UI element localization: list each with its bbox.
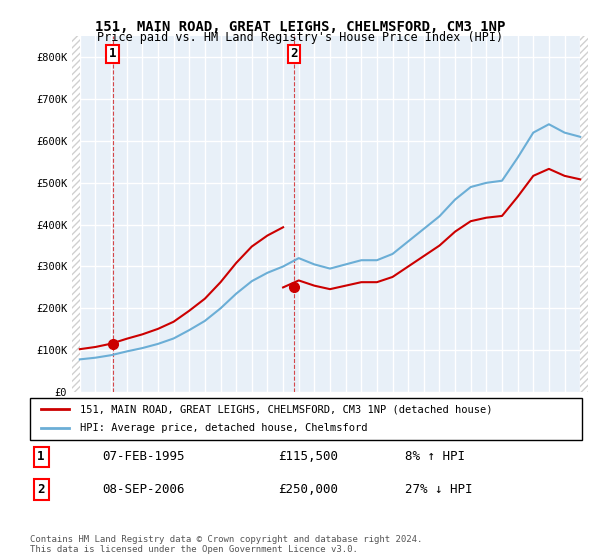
Text: 151, MAIN ROAD, GREAT LEIGHS, CHELMSFORD, CM3 1NP: 151, MAIN ROAD, GREAT LEIGHS, CHELMSFORD… xyxy=(95,20,505,34)
Text: Price paid vs. HM Land Registry's House Price Index (HPI): Price paid vs. HM Land Registry's House … xyxy=(97,31,503,44)
Text: Contains HM Land Registry data © Crown copyright and database right 2024.
This d: Contains HM Land Registry data © Crown c… xyxy=(30,535,422,554)
Text: HPI: Average price, detached house, Chelmsford: HPI: Average price, detached house, Chel… xyxy=(80,423,367,433)
Text: 1: 1 xyxy=(109,47,116,60)
Text: 2: 2 xyxy=(37,483,45,496)
Text: £115,500: £115,500 xyxy=(278,450,338,464)
Text: 07-FEB-1995: 07-FEB-1995 xyxy=(102,450,184,464)
Text: 27% ↓ HPI: 27% ↓ HPI xyxy=(406,483,473,496)
Text: £250,000: £250,000 xyxy=(278,483,338,496)
Text: 2: 2 xyxy=(290,47,298,60)
Text: 8% ↑ HPI: 8% ↑ HPI xyxy=(406,450,466,464)
Text: 151, MAIN ROAD, GREAT LEIGHS, CHELMSFORD, CM3 1NP (detached house): 151, MAIN ROAD, GREAT LEIGHS, CHELMSFORD… xyxy=(80,404,492,414)
Text: 1: 1 xyxy=(37,450,45,464)
FancyBboxPatch shape xyxy=(30,398,582,440)
Text: 08-SEP-2006: 08-SEP-2006 xyxy=(102,483,184,496)
